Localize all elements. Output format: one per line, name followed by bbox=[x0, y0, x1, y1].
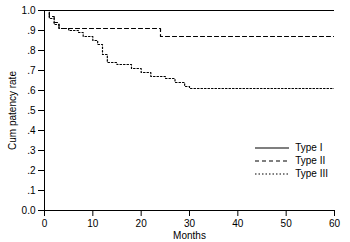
svg-text:60: 60 bbox=[329, 218, 341, 229]
svg-text:.9: .9 bbox=[27, 25, 36, 36]
svg-text:.2: .2 bbox=[27, 165, 36, 176]
html-text:Type II: Type II bbox=[295, 155, 326, 166]
svg-text:.4: .4 bbox=[27, 125, 36, 136]
svg-text:1.0: 1.0 bbox=[22, 5, 36, 16]
svg-text:.8: .8 bbox=[27, 45, 36, 56]
svg-text:.3: .3 bbox=[27, 145, 36, 156]
html-text:Type I: Type I bbox=[295, 142, 323, 153]
svg-text:.6: .6 bbox=[27, 85, 36, 96]
svg-text:Cum patency rate: Cum patency rate bbox=[7, 71, 18, 150]
html-text:Type III: Type III bbox=[295, 168, 328, 179]
svg-text:30: 30 bbox=[184, 218, 196, 229]
svg-text:Months: Months bbox=[173, 230, 206, 241]
svg-text:.5: .5 bbox=[27, 105, 36, 116]
svg-text:10: 10 bbox=[87, 218, 99, 229]
svg-text:40: 40 bbox=[232, 218, 244, 229]
svg-text:.1: .1 bbox=[27, 185, 36, 196]
svg-text:20: 20 bbox=[136, 218, 148, 229]
svg-text:50: 50 bbox=[281, 218, 293, 229]
svg-text:0: 0 bbox=[42, 218, 48, 229]
svg-text:0.0: 0.0 bbox=[22, 205, 36, 216]
svg-text:.7: .7 bbox=[27, 65, 36, 76]
